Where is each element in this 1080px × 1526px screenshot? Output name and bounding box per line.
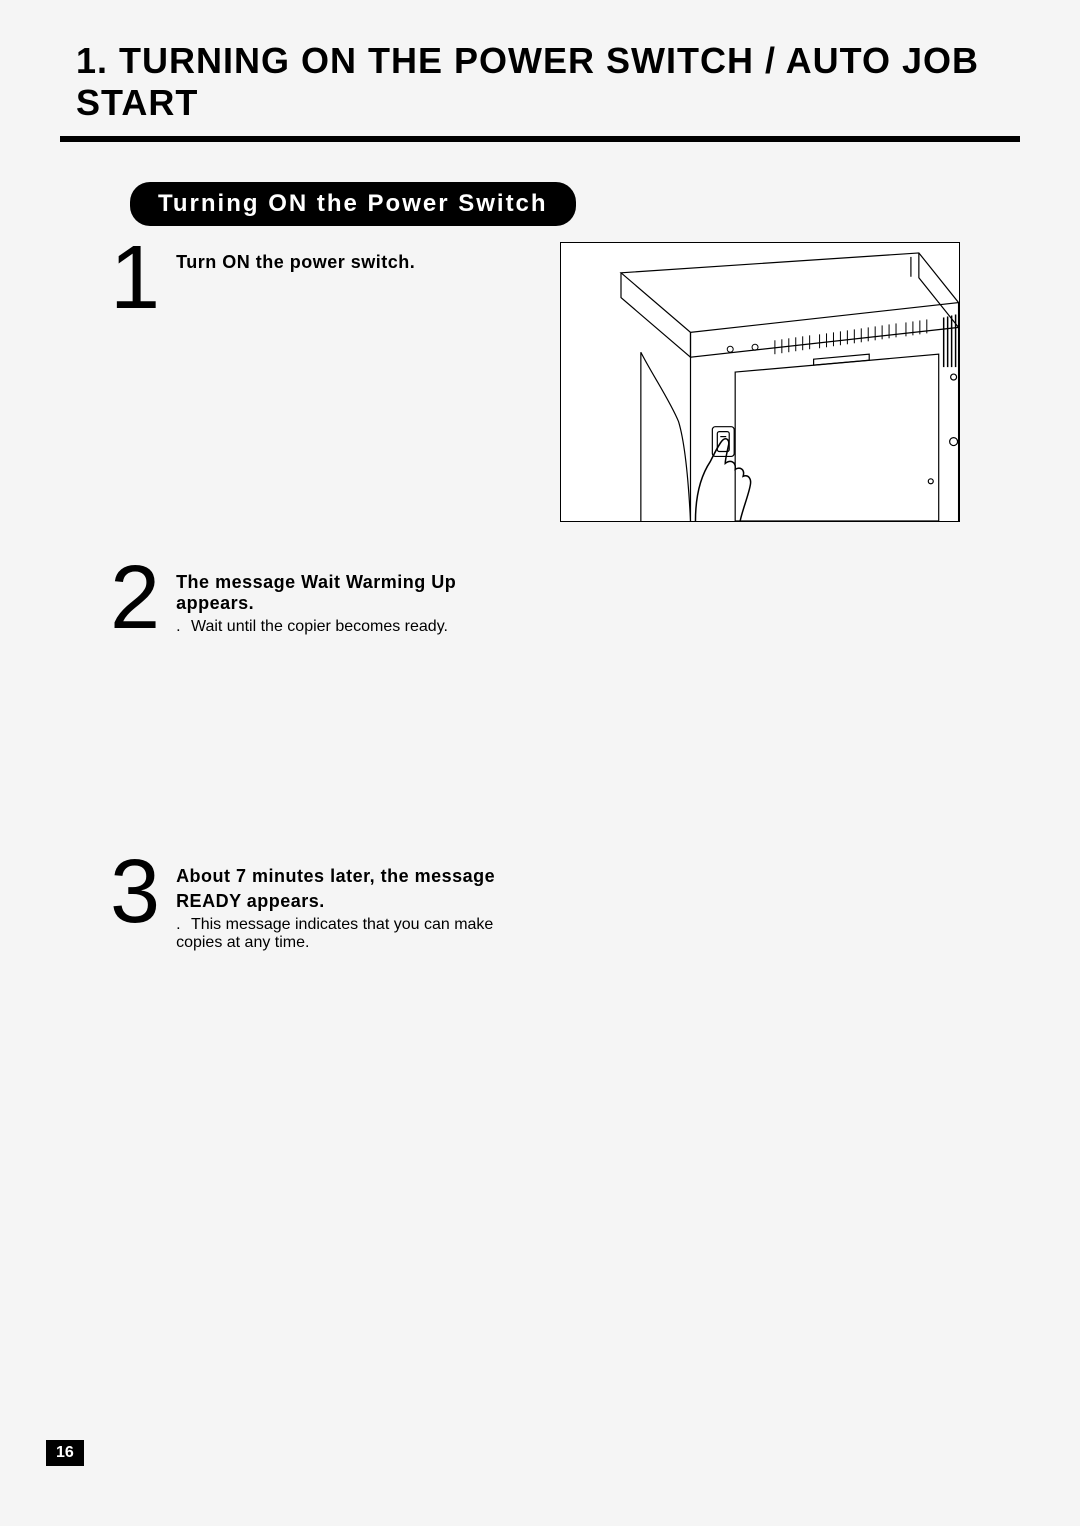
section-header: Turning ON the Power Switch: [130, 182, 576, 226]
step-1: 1 Turn ON the power switch.: [110, 242, 415, 314]
step-2-title: The message Wait Warming Up appears.: [176, 572, 536, 614]
page-title: 1. TURNING ON THE POWER SWITCH / AUTO JO…: [76, 40, 1020, 124]
step-3-detail: This message indicates that you can make…: [176, 916, 536, 952]
step-2-number: 2: [110, 562, 160, 634]
step-3-title-line2: READY appears.: [176, 891, 536, 912]
step-1-number: 1: [110, 242, 160, 314]
title-underline: [60, 136, 1020, 142]
step-2: 2 The message Wait Warming Up appears. W…: [110, 562, 1020, 636]
step-3: 3 About 7 minutes later, the message REA…: [110, 856, 1020, 952]
step-2-detail: Wait until the copier becomes ready.: [176, 618, 536, 636]
step-3-number: 3: [110, 856, 160, 928]
copier-illustration: [560, 242, 960, 522]
step-1-title: Turn ON the power switch.: [176, 252, 415, 273]
step-3-title-line1: About 7 minutes later, the message: [176, 866, 536, 887]
page-number: 16: [46, 1440, 84, 1466]
